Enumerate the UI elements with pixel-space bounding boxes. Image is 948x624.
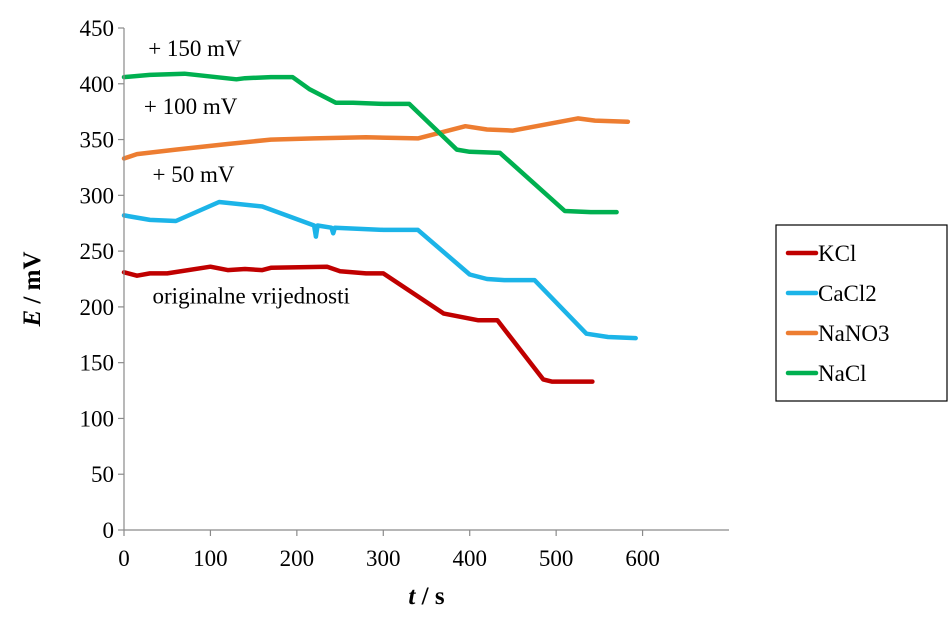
annotations: + 150 mV + 100 mV + 50 mV originalne vrijed… <box>144 36 350 309</box>
y-tick-label: 0 <box>103 518 115 543</box>
legend-label: KCl <box>818 241 856 266</box>
annotation-label: + 150 mV <box>148 36 242 61</box>
legend: KCl CaCl2 NaNO3 NaCl <box>775 224 948 402</box>
y-tick-label: 200 <box>80 295 115 320</box>
series-line-nano3 <box>121 116 631 161</box>
annotation-label: + 100 mV <box>144 94 238 119</box>
x-tick-label: 300 <box>366 546 401 571</box>
y-axis-label: E / mV <box>19 251 46 327</box>
axes: 0 50 100 150 200 250 300 350 400 450 0 100 200 300 400… <box>19 16 729 610</box>
y-tick-label: 50 <box>91 462 114 487</box>
x-tick-label: 600 <box>625 546 660 571</box>
annotation-label: + 50 mV <box>153 162 235 187</box>
legend-label: NaCl <box>818 361 867 386</box>
x-axis-label: t / s <box>408 583 444 610</box>
x-tick-label: 200 <box>280 546 315 571</box>
y-tick-label: 300 <box>80 183 115 208</box>
plot-area <box>121 71 638 384</box>
legend-label: CaCl2 <box>818 281 877 306</box>
annotation-label: originalne vrijednosti <box>153 284 350 309</box>
x-tick-label: 0 <box>118 546 130 571</box>
y-tick-label: 250 <box>80 239 115 264</box>
y-tick-label: 100 <box>80 406 115 431</box>
y-tick-label: 350 <box>80 128 115 153</box>
series-line-nacl <box>121 71 619 215</box>
y-tick-label: 150 <box>80 351 115 376</box>
legend-label: NaNO3 <box>818 321 890 346</box>
y-tick-label: 450 <box>80 16 115 41</box>
series-line-kcl <box>121 264 595 384</box>
x-tick-label: 100 <box>193 546 228 571</box>
series-line-cacl2 <box>121 199 638 341</box>
y-tick-label: 400 <box>80 72 115 97</box>
x-tick-label: 500 <box>539 546 574 571</box>
x-tick-label: 400 <box>452 546 487 571</box>
